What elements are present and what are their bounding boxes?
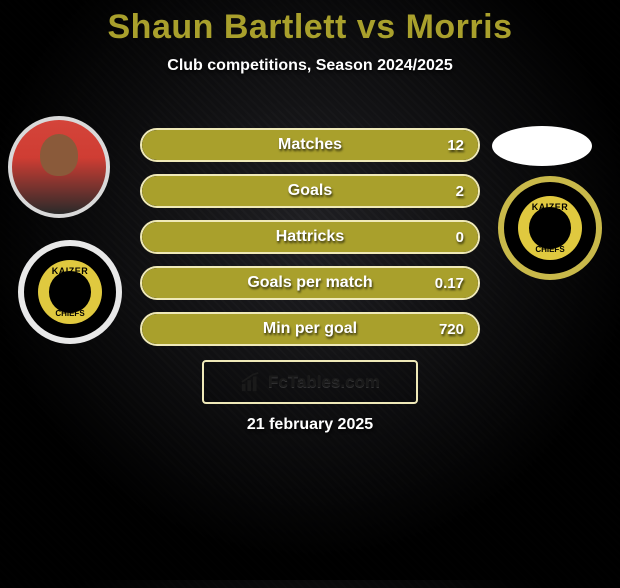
stats-bars: Matches 12 Goals 2 Hattricks 0 Goals per… xyxy=(140,128,480,358)
stat-bar: Min per goal 720 xyxy=(140,312,480,346)
club-badge-right-inner: KAIZER CHIEFS xyxy=(518,196,582,260)
footer-brand-box: FcTables.com xyxy=(202,360,418,404)
stat-bar-value: 12 xyxy=(447,130,464,160)
stat-bar-value: 0.17 xyxy=(435,268,464,298)
page-subtitle: Club competitions, Season 2024/2025 xyxy=(0,57,620,75)
stat-bar: Matches 12 xyxy=(140,128,480,162)
club-badge-left-inner: KAIZER CHIEFS xyxy=(38,260,102,324)
club-badge-right-text-top: KAIZER xyxy=(518,202,582,212)
stat-bar-value: 2 xyxy=(456,176,464,206)
club-badge-right-text-bottom: CHIEFS xyxy=(518,245,582,254)
club-badge-right: KAIZER CHIEFS xyxy=(498,176,602,280)
player-right-avatar xyxy=(492,126,592,166)
date-text: 21 february 2025 xyxy=(0,416,620,434)
stat-bar: Hattricks 0 xyxy=(140,220,480,254)
club-badge-left: KAIZER CHIEFS xyxy=(18,240,122,344)
stat-bar-fill xyxy=(142,222,478,252)
stat-bar-value: 0 xyxy=(456,222,464,252)
footer-brand-text: FcTables.com xyxy=(268,372,380,392)
stat-bar-fill xyxy=(142,176,478,206)
player-left-avatar xyxy=(8,116,110,218)
stat-bar-fill xyxy=(142,268,478,298)
page-title: Shaun Bartlett vs Morris xyxy=(0,8,620,47)
bars-icon xyxy=(240,371,262,393)
stat-bar-fill xyxy=(142,314,478,344)
club-badge-left-text-top: KAIZER xyxy=(38,266,102,276)
club-badge-left-text-bottom: CHIEFS xyxy=(38,309,102,318)
stat-bar-value: 720 xyxy=(439,314,464,344)
stat-bar-fill xyxy=(142,130,478,160)
stat-bar: Goals per match 0.17 xyxy=(140,266,480,300)
stat-bar: Goals 2 xyxy=(140,174,480,208)
